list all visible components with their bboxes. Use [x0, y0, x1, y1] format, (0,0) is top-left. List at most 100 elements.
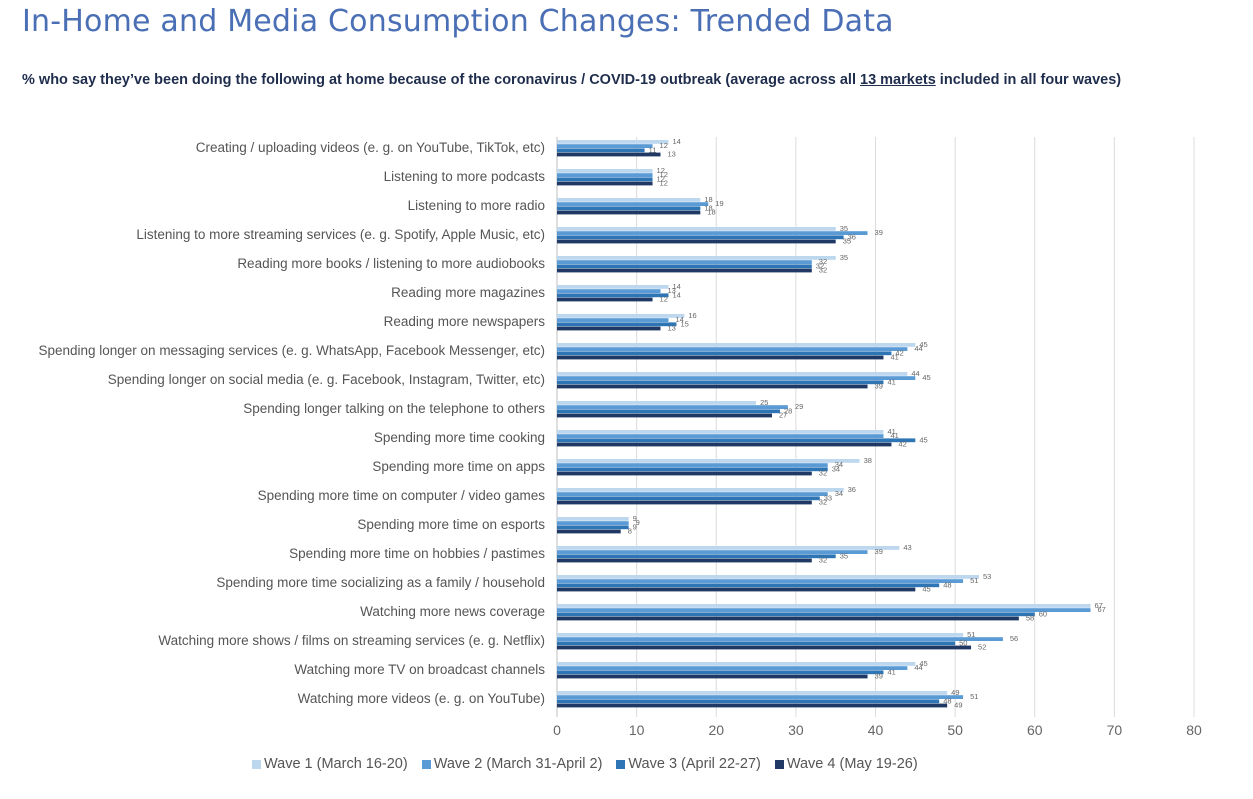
category-label: Spending more time socializing as a fami… [216, 575, 545, 590]
bar [557, 169, 653, 173]
subtitle-text-start: % who say they’ve been doing the followi… [22, 72, 860, 88]
data-label: 44 [914, 663, 922, 672]
bar [557, 612, 1035, 617]
data-label: 51 [970, 576, 978, 585]
bar [557, 202, 709, 206]
data-label: 45 [919, 435, 927, 444]
bar [557, 148, 645, 153]
data-label: 58 [1026, 614, 1034, 623]
data-label: 32 [816, 261, 824, 270]
bar [557, 210, 701, 215]
x-tick-label: 80 [1186, 722, 1202, 738]
bar [557, 372, 908, 376]
bar [557, 666, 908, 670]
data-label: 45 [922, 373, 930, 382]
bar [557, 616, 1019, 621]
data-label: 32 [819, 266, 827, 275]
bar [557, 347, 908, 351]
x-tick-label: 50 [947, 722, 963, 738]
data-label: 41 [887, 667, 895, 676]
data-label: 12 [660, 295, 668, 304]
legend-item: Wave 2 (March 31-April 2) [421, 756, 603, 772]
legend-item: Wave 4 (May 19-26) [774, 756, 918, 772]
category-label: Spending more time cooking [374, 430, 545, 445]
data-label: 13 [668, 286, 676, 295]
data-label: 41 [890, 353, 898, 362]
bar [557, 699, 940, 704]
bar [557, 318, 669, 322]
legend-item: Wave 1 (March 16-20) [252, 756, 408, 772]
category-label: Watching more videos (e. g. on YouTube) [298, 691, 545, 706]
data-label: 14 [672, 137, 680, 146]
bar [557, 691, 948, 695]
data-label: 60 [1039, 609, 1047, 618]
legend-label: Wave 1 (March 16-20) [264, 756, 408, 772]
data-label: 48 [943, 696, 951, 705]
category-label: Reading more magazines [391, 285, 545, 300]
category-label: Spending longer on social media (e. g. F… [108, 372, 545, 387]
subtitle-markets-link[interactable]: 13 markets [860, 72, 936, 88]
data-label: 56 [1010, 634, 1018, 643]
x-tick-label: 40 [868, 722, 884, 738]
data-label: 51 [967, 630, 975, 639]
data-label: 41 [887, 427, 895, 436]
bar [557, 670, 884, 675]
data-label: 35 [840, 551, 848, 560]
data-label: 45 [922, 585, 930, 594]
bar [557, 703, 948, 708]
bar [557, 641, 956, 646]
legend-swatch [616, 759, 626, 769]
legend-swatch [252, 759, 261, 769]
x-tick-label: 10 [629, 722, 645, 738]
x-tick-label: 0 [553, 722, 561, 738]
bar [557, 401, 757, 405]
bar [557, 285, 669, 289]
data-label: 51 [970, 692, 978, 701]
bar [557, 442, 892, 447]
bar [557, 517, 629, 521]
data-label: 36 [848, 485, 856, 494]
data-label: 39 [875, 547, 883, 556]
data-label: 25 [760, 398, 768, 407]
bar [557, 343, 916, 347]
bar [557, 496, 820, 501]
data-label: 33 [824, 493, 832, 502]
bar [557, 235, 844, 240]
data-label: 9 [633, 514, 637, 523]
bar [557, 297, 653, 302]
bar [557, 264, 812, 269]
data-label: 45 [919, 340, 927, 349]
bar [557, 583, 940, 588]
data-label: 44 [911, 369, 919, 378]
bar [557, 355, 884, 360]
legend-label: Wave 2 (March 31-April 2) [433, 756, 603, 772]
chart-subtitle: % who say they’ve been doing the followi… [22, 72, 1121, 88]
data-label: 15 [680, 319, 688, 328]
legend-item: Wave 3 (April 22-27) [616, 756, 761, 772]
bar [557, 198, 701, 202]
data-label: 9 [636, 518, 640, 527]
chart-title: In-Home and Media Consumption Changes: T… [22, 4, 894, 39]
bar [557, 413, 772, 418]
bar [557, 633, 964, 637]
data-label: 18 [707, 208, 715, 217]
bar [557, 227, 836, 231]
data-label: 11 [649, 145, 657, 154]
bar [557, 488, 844, 492]
bar [557, 293, 669, 298]
data-label: 35 [840, 253, 848, 262]
data-label: 29 [795, 402, 803, 411]
data-label: 32 [819, 556, 827, 565]
data-label: 53 [983, 572, 991, 581]
data-label: 43 [903, 543, 911, 552]
bar [557, 546, 900, 550]
data-label: 19 [715, 199, 723, 208]
data-label: 12 [657, 174, 665, 183]
bar [557, 558, 812, 563]
data-label: 39 [875, 672, 883, 681]
bar [557, 430, 884, 434]
data-label: 49 [954, 701, 962, 710]
legend-label: Wave 4 (May 19-26) [786, 756, 918, 772]
bar [557, 177, 653, 182]
data-label: 41 [890, 431, 898, 440]
